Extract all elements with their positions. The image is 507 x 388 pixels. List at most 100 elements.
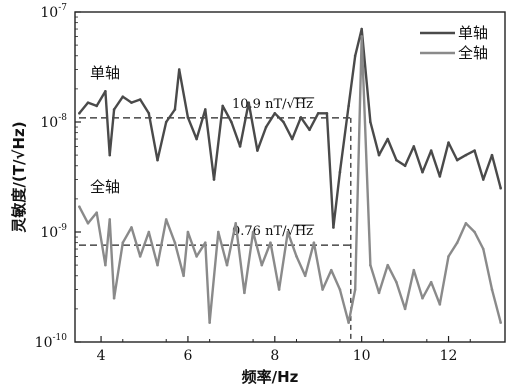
data-point-single-axis <box>429 149 433 152</box>
series-group <box>78 27 502 324</box>
reference-label-text: 0.76 nT/√Hz <box>232 224 313 239</box>
series-line-full-axis <box>78 35 502 324</box>
data-point-single-axis <box>247 101 251 104</box>
data-point-full-axis <box>377 291 381 295</box>
data-point-full-axis <box>412 268 416 272</box>
data-point-single-axis <box>238 145 242 148</box>
data-point-single-axis <box>455 158 459 162</box>
data-point-full-axis <box>108 218 112 221</box>
data-point-full-axis <box>395 280 398 284</box>
data-point-single-axis <box>421 170 424 174</box>
data-point-full-axis <box>481 247 485 251</box>
data-point-single-axis <box>481 178 485 181</box>
data-point-single-axis <box>108 153 112 157</box>
data-point-full-axis <box>86 221 90 225</box>
data-point-full-axis <box>386 263 390 267</box>
data-point-single-axis <box>256 149 259 152</box>
legend-label: 单轴 <box>458 24 488 42</box>
data-point-single-axis <box>273 111 277 115</box>
data-point-full-axis <box>338 288 342 291</box>
y-tick-label: 10-8 <box>40 113 67 131</box>
data-point-full-axis <box>204 241 207 244</box>
data-point-single-axis <box>221 104 224 108</box>
y-tick-label: 10-7 <box>40 3 67 21</box>
reference-label-text: 10.9 nT/√Hz <box>232 97 313 112</box>
data-point-full-axis <box>130 226 133 229</box>
data-point-full-axis <box>455 241 459 244</box>
x-axis-label: 频率/Hz <box>242 368 299 386</box>
data-point-full-axis <box>260 263 264 267</box>
data-point-full-axis <box>78 205 81 208</box>
data-point-single-axis <box>104 90 107 93</box>
data-point-full-axis <box>156 263 159 267</box>
data-point-full-axis <box>321 288 324 291</box>
data-point-full-axis <box>234 221 238 225</box>
data-point-single-axis <box>369 120 372 124</box>
data-point-single-axis <box>377 153 381 157</box>
data-point-full-axis <box>329 268 333 272</box>
data-point-full-axis <box>353 288 357 291</box>
data-point-full-axis <box>499 321 502 324</box>
data-point-single-axis <box>212 178 216 181</box>
data-point-single-axis <box>473 149 476 152</box>
data-point-single-axis <box>360 27 363 31</box>
data-point-single-axis <box>173 108 177 111</box>
data-point-full-axis <box>225 263 229 267</box>
data-point-full-axis <box>473 230 476 234</box>
data-point-full-axis <box>347 321 350 324</box>
data-point-single-axis <box>95 104 99 108</box>
axes <box>74 11 506 343</box>
data-point-full-axis <box>429 280 433 284</box>
data-point-single-axis <box>282 120 285 124</box>
data-point-single-axis <box>395 158 398 162</box>
data-point-single-axis <box>290 137 294 141</box>
data-point-single-axis <box>177 68 181 71</box>
data-point-single-axis <box>325 111 329 115</box>
data-point-full-axis <box>369 263 372 267</box>
data-point-full-axis <box>447 255 450 258</box>
data-point-full-axis <box>217 230 220 234</box>
data-point-full-axis <box>173 241 177 244</box>
data-point-full-axis <box>403 307 407 311</box>
data-point-full-axis <box>195 255 198 258</box>
x-tick-label: 10 <box>353 348 371 364</box>
data-point-single-axis <box>332 226 335 229</box>
data-point-single-axis <box>464 153 468 157</box>
data-point-single-axis <box>438 175 442 178</box>
data-point-full-axis <box>147 230 151 234</box>
data-point-full-axis <box>421 296 424 300</box>
data-point-single-axis <box>86 101 90 104</box>
data-point-full-axis <box>251 230 255 234</box>
data-point-single-axis <box>195 137 198 141</box>
data-point-single-axis <box>204 108 207 111</box>
data-point-single-axis <box>347 104 350 108</box>
ticks: 4 6 8 10 12 10-10 10-9 10-8 10-7 <box>35 3 471 364</box>
x-tick-label: 6 <box>183 348 192 364</box>
data-point-single-axis <box>403 164 407 168</box>
x-tick-label: 8 <box>270 348 279 364</box>
data-point-full-axis <box>95 211 99 214</box>
data-point-single-axis <box>338 170 342 174</box>
reference-lines: 10.9 nT/√Hz 0.76 nT/√Hz <box>79 97 352 342</box>
data-point-full-axis <box>104 263 107 267</box>
data-point-single-axis <box>130 101 133 104</box>
data-point-full-axis <box>112 296 116 300</box>
data-point-single-axis <box>121 95 125 98</box>
data-point-single-axis <box>447 141 450 144</box>
data-point-single-axis <box>386 137 390 141</box>
reference-label: 0.76 nT/√Hz <box>232 224 315 239</box>
data-point-single-axis <box>156 158 159 162</box>
data-point-full-axis <box>208 321 211 324</box>
data-point-single-axis <box>299 116 303 119</box>
data-point-single-axis <box>78 111 81 115</box>
data-point-full-axis <box>295 255 298 258</box>
y-tick-label: 10-9 <box>40 223 67 241</box>
data-point-full-axis <box>121 241 125 244</box>
series-label-full-axis: 全轴 <box>90 178 120 196</box>
data-point-single-axis <box>112 108 116 111</box>
data-point-full-axis <box>182 274 185 278</box>
legend-label: 全轴 <box>458 44 488 62</box>
data-point-single-axis <box>230 120 233 124</box>
